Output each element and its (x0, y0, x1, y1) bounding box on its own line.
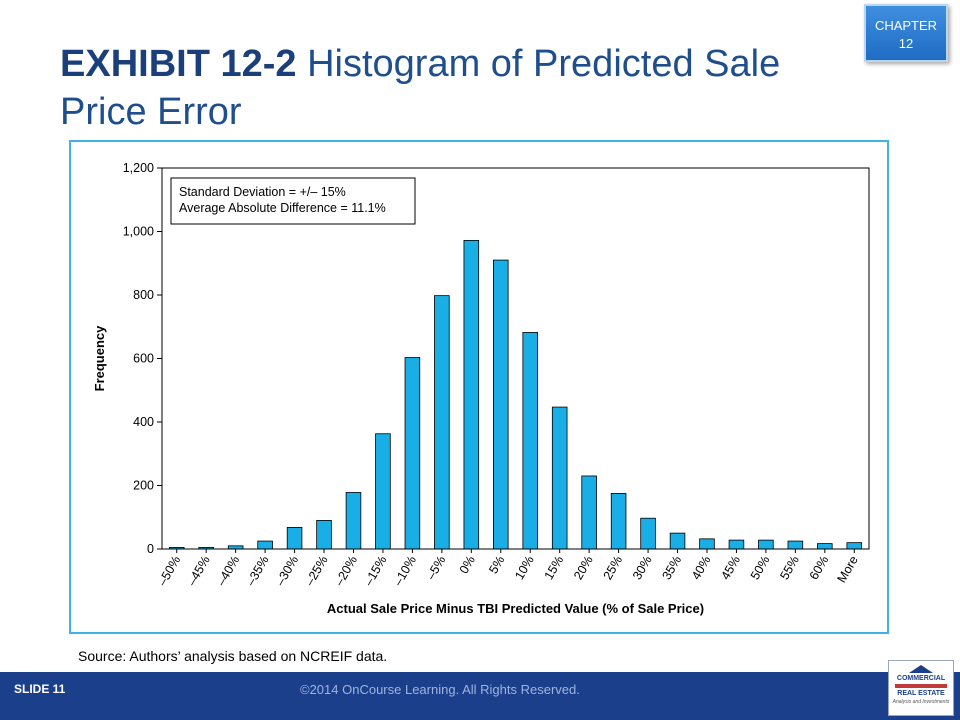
x-tick-label: 55% (777, 554, 802, 583)
x-tick-label: 30% (630, 554, 655, 583)
x-tick-label: –40% (214, 554, 242, 589)
y-tick-label: 600 (133, 352, 154, 366)
source-note: Source: Authors’ analysis based on NCREI… (78, 648, 388, 664)
histogram-chart: 0 200 400 600 800 1,000 1,200 –50% –45% –40% –35%… (92, 161, 870, 616)
exhibit-number: EXHIBIT 12-2 (60, 43, 297, 85)
x-tick-label: –15% (361, 554, 389, 589)
x-tick-label: 40% (689, 554, 714, 583)
histogram-bar (817, 543, 833, 550)
chapter-badge: CHAPTER 12 (864, 4, 948, 62)
stats-annotation-box (170, 177, 416, 225)
histogram-bar (286, 527, 303, 550)
x-tick-label: –50% (155, 554, 183, 589)
slide-number: SLIDE 11 (14, 682, 66, 696)
y-tick-label: 800 (133, 288, 154, 302)
x-tick-label: 45% (718, 554, 743, 583)
book-logo: COMMERCIAL REAL ESTATE Analysis and Inve… (888, 660, 954, 716)
x-tick-label: 35% (659, 554, 684, 583)
y-tick-label: 0 (147, 542, 154, 556)
x-axis: –50% –45% –40% –35% –30% –25% –20% –15% –10% –5% 0… (155, 549, 861, 588)
y-axis: 0 200 400 600 800 1,000 1,200 (123, 161, 162, 556)
stats-annotation: Standard Deviation = +/– 15% Average Abs… (170, 177, 416, 225)
histogram-bar (434, 295, 450, 550)
exhibit-title: Histogram of Predicted Sale Price Error (60, 43, 781, 133)
logo-text-line3: Analysis and Investments (892, 699, 950, 705)
y-tick-label: 1,000 (123, 225, 154, 239)
bars (168, 239, 863, 550)
plot-border (161, 167, 870, 550)
x-tick-label: –45% (185, 554, 213, 589)
x-tick-label: –5% (424, 554, 449, 583)
x-tick-label: –25% (303, 554, 331, 589)
y-axis-label: Frequency (92, 325, 107, 392)
histogram-bar (463, 239, 480, 550)
histogram-bar (345, 492, 362, 550)
histogram-bar (522, 332, 538, 550)
chapter-label: CHAPTER (874, 18, 938, 33)
y-tick-label: 400 (133, 415, 154, 429)
x-tick-label: 0% (457, 554, 478, 577)
copyright-text: ©2014 OnCourse Learning. All Rights Rese… (300, 682, 580, 697)
histogram-bar (375, 433, 391, 550)
stats-annotation-line: Average Absolute Difference = 11.1% (179, 201, 386, 215)
histogram-bar (257, 540, 273, 550)
x-tick-label: –35% (244, 554, 272, 589)
histogram-bar (581, 475, 597, 550)
histogram-bar (758, 539, 774, 550)
x-tick-label: 5% (486, 554, 507, 577)
x-axis-label: Actual Sale Price Minus TBI Predicted Va… (327, 601, 704, 616)
histogram-bar (846, 542, 863, 550)
logo-text-line2: REAL ESTATE (897, 690, 945, 697)
chart-frame: 0 200 400 600 800 1,000 1,200 –50% –45% –40% –35%… (69, 140, 889, 634)
x-tick-label: More (835, 553, 861, 585)
histogram-bar (669, 532, 686, 550)
x-tick-label: –20% (332, 554, 360, 589)
slide-title: EXHIBIT 12-2 Histogram of Predicted Sale… (60, 40, 820, 136)
histogram-bar (728, 539, 745, 550)
x-tick-label: –30% (273, 554, 301, 589)
histogram-bar (640, 517, 656, 550)
logo-text-line1: COMMERCIAL (896, 675, 946, 682)
histogram-bar (610, 493, 627, 550)
x-tick-label: 15% (542, 554, 567, 583)
logo-stripe (895, 684, 947, 688)
y-tick-label: 200 (133, 479, 154, 493)
x-tick-label: 50% (748, 554, 773, 583)
x-tick-label: 10% (512, 554, 537, 583)
stats-annotation-line: Standard Deviation = +/– 15% (179, 185, 346, 199)
histogram-bar (551, 406, 568, 550)
x-tick-label: 60% (807, 554, 832, 583)
logo-roof-icon (909, 665, 933, 673)
histogram-bar (404, 357, 421, 550)
histogram-bar (787, 540, 804, 550)
x-tick-label: 20% (571, 554, 596, 583)
footer-bar: SLIDE 11 ©2014 OnCourse Learning. All Ri… (0, 672, 960, 720)
x-tick-label: –10% (391, 554, 419, 589)
histogram-bar (316, 520, 332, 550)
histogram-bar (699, 538, 715, 550)
y-tick-label: 1,200 (123, 161, 154, 175)
chapter-number: 12 (898, 36, 914, 51)
x-tick-label: 25% (601, 554, 626, 583)
histogram-bar (493, 259, 509, 550)
